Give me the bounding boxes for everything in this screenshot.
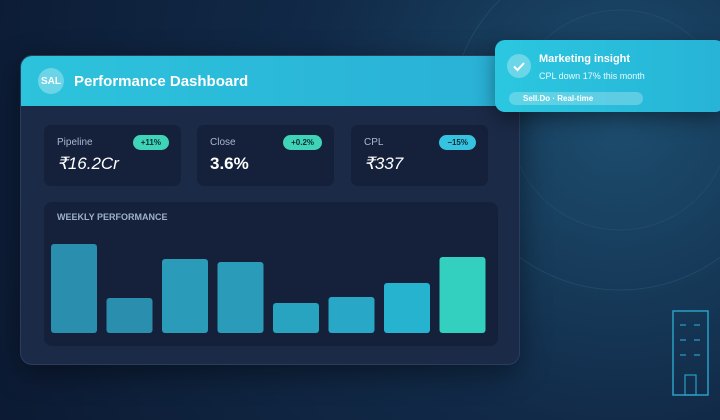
kpi-badge: −15% bbox=[439, 135, 476, 150]
kpi-label: Pipeline bbox=[57, 137, 93, 148]
bar bbox=[273, 303, 319, 333]
kpi-badge: +11% bbox=[132, 135, 169, 150]
avatar: SAL bbox=[38, 68, 64, 94]
notification-tag: Sell.Do · Real-time bbox=[509, 92, 643, 105]
bar-chart bbox=[51, 244, 486, 333]
notification: Marketing insight CPL down 17% this mont… bbox=[495, 40, 720, 112]
kpi-label: Close bbox=[210, 137, 236, 148]
check-icon bbox=[507, 54, 531, 78]
kpi-card: Pipeline ₹16.2Cr +11% bbox=[44, 125, 181, 186]
kpi-card: CPL ₹337 −15% bbox=[351, 125, 488, 186]
kpi-badge: +0.2% bbox=[283, 135, 322, 150]
chart-title: WEEKLY PERFORMANCE bbox=[57, 212, 168, 222]
kpi-value: 3.6% bbox=[210, 154, 249, 173]
kpi-value: ₹337 bbox=[364, 154, 404, 173]
header: SAL Performance Dashboard bbox=[21, 56, 519, 106]
kpi-label: CPL bbox=[364, 137, 384, 148]
kpi-value: ₹16.2Cr bbox=[57, 154, 119, 173]
bar bbox=[106, 298, 153, 333]
bar bbox=[162, 259, 208, 333]
title: Performance Dashboard bbox=[74, 72, 249, 90]
bar bbox=[51, 244, 97, 333]
bar bbox=[439, 257, 486, 333]
kpi-card: Close 3.6% +0.2% bbox=[197, 125, 334, 186]
bar bbox=[217, 262, 264, 333]
chart-panel: WEEKLY PERFORMANCE bbox=[44, 202, 498, 346]
notification-text: CPL down 17% this month bbox=[539, 71, 645, 81]
notification-title: Marketing insight bbox=[539, 53, 631, 65]
dashboard-card: SAL Performance Dashboard Pipeline ₹16.2C… bbox=[20, 55, 520, 365]
bar bbox=[384, 283, 430, 333]
bar bbox=[328, 297, 375, 333]
